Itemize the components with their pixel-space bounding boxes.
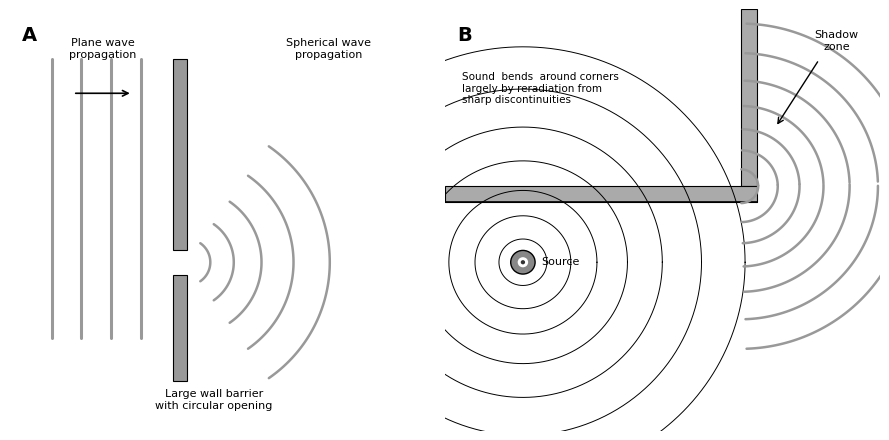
Bar bbox=[444, 186, 757, 202]
Circle shape bbox=[510, 250, 535, 274]
Text: Spherical wave
propagation: Spherical wave propagation bbox=[286, 38, 372, 60]
Text: B: B bbox=[458, 26, 472, 45]
Text: A: A bbox=[21, 26, 36, 45]
Bar bbox=[173, 275, 187, 381]
Text: Sound  bends  around corners
largely by reradiation from
sharp discontinuities: Sound bends around corners largely by re… bbox=[462, 72, 619, 105]
Text: Source: Source bbox=[541, 257, 580, 267]
Text: Large wall barrier
with circular opening: Large wall barrier with circular opening bbox=[155, 389, 272, 411]
Bar bbox=[741, 9, 757, 186]
Circle shape bbox=[517, 257, 528, 268]
Text: Shadow
zone: Shadow zone bbox=[814, 30, 859, 51]
Circle shape bbox=[521, 260, 525, 264]
Bar bbox=[173, 59, 187, 249]
Text: Plane wave
propagation: Plane wave propagation bbox=[69, 38, 136, 60]
